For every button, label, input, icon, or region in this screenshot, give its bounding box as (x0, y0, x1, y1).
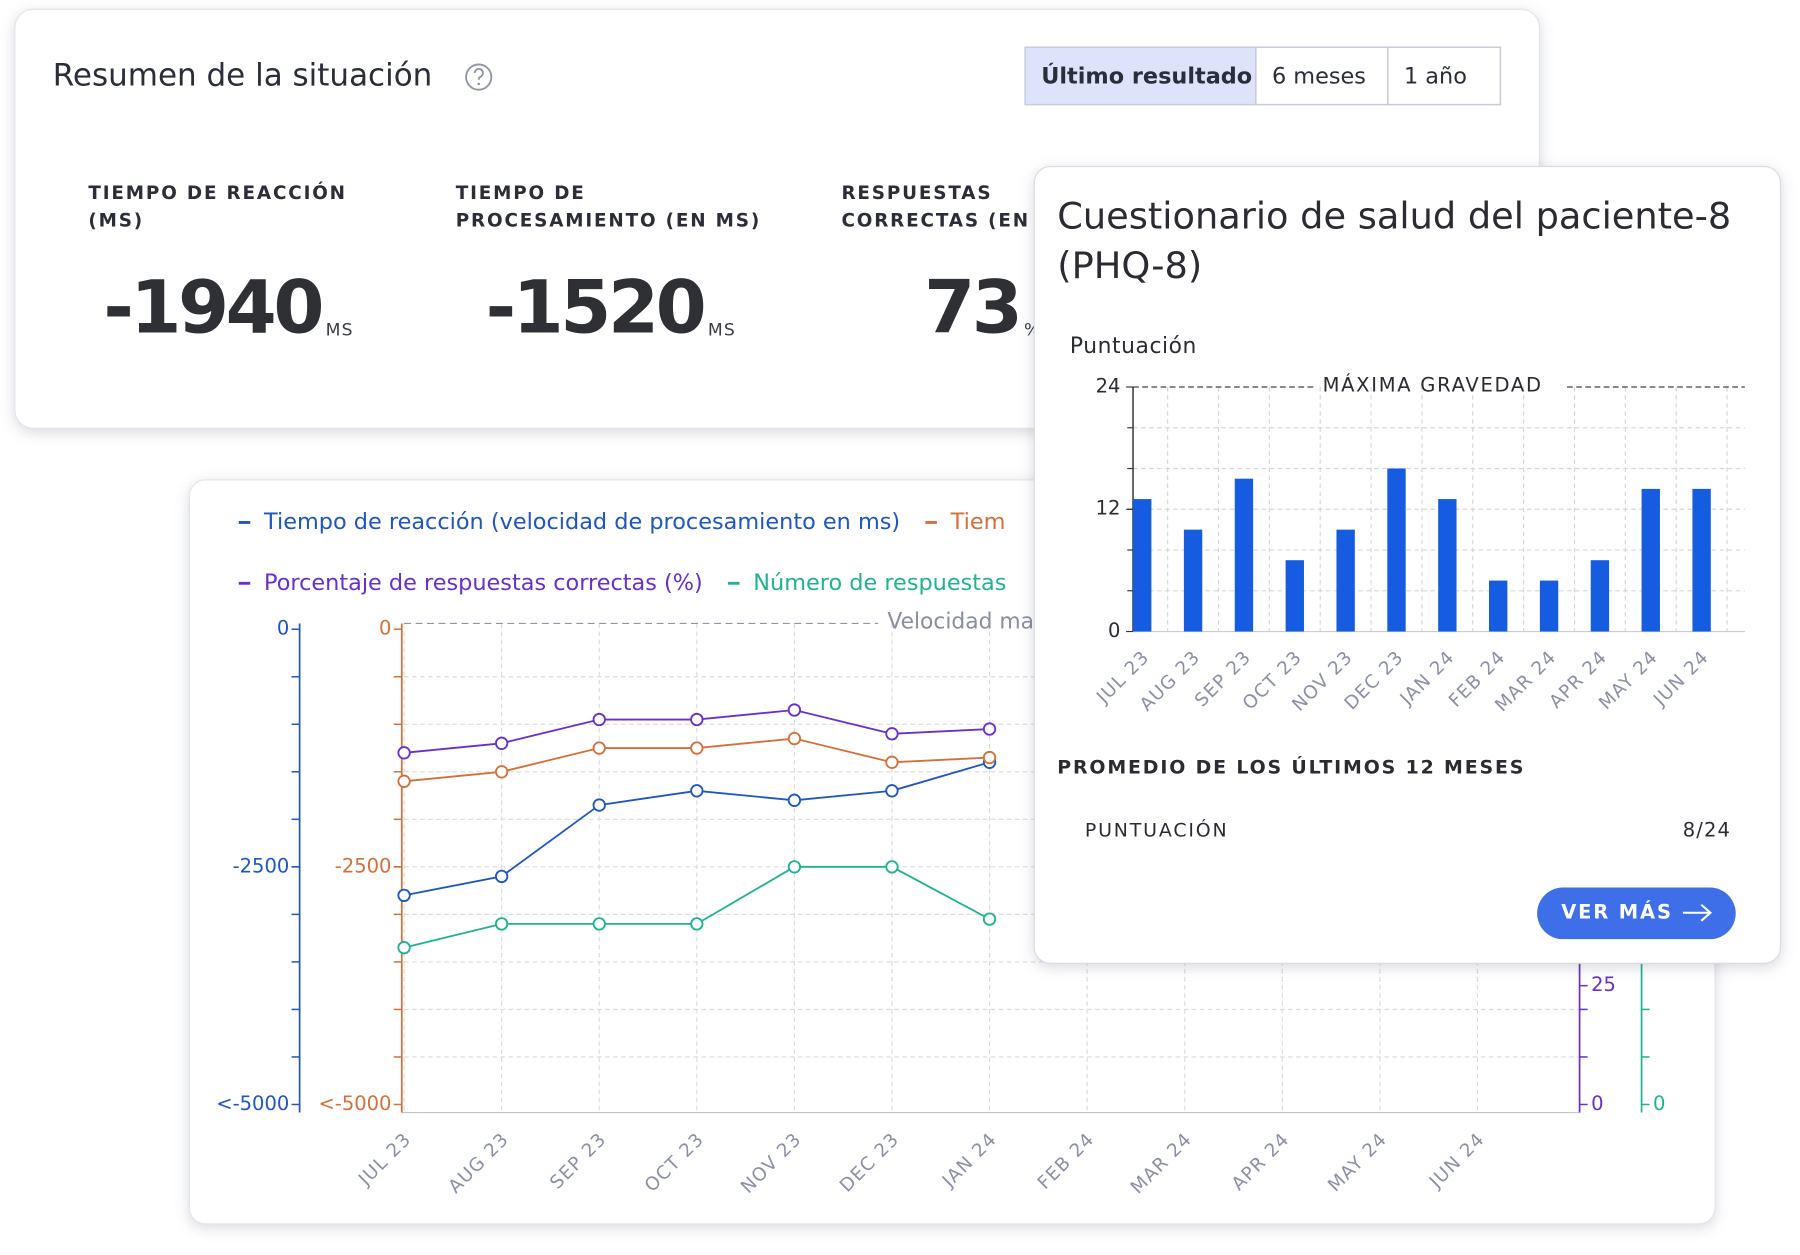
y-tick-label: 0 (1108, 619, 1120, 642)
series-point (592, 798, 606, 812)
y-tick-label: 25 (1591, 973, 1616, 996)
series-point (397, 774, 411, 788)
legend-label: Porcentaje de respuestas correctas (%) (264, 570, 703, 596)
metric-label: RESPUESTAS (841, 183, 992, 204)
y-tick-label: <-5000 (318, 1092, 391, 1115)
legend-label: Tiem (950, 509, 1006, 535)
bar (1438, 499, 1457, 632)
tab[interactable] (1255, 46, 1389, 106)
bar (1387, 468, 1406, 632)
tab-label[interactable]: 6 meses (1272, 64, 1366, 90)
series-point (690, 917, 704, 931)
card-title: (PHQ-8) (1057, 244, 1202, 287)
y-tick-label: 0 (379, 617, 391, 640)
metric-label: (MS) (88, 211, 144, 232)
bar (1489, 580, 1508, 632)
metric-value: -1940 (103, 265, 321, 350)
y-tick-label: <-5000 (216, 1092, 289, 1115)
bar (1692, 488, 1711, 632)
reference-label: Velocidad ma (887, 609, 1034, 634)
tab-label[interactable]: Último resultado (1041, 62, 1252, 90)
phq-card: Cuestionario de salud del paciente-8 (PHQ… (1033, 166, 1782, 964)
series-point (885, 755, 899, 769)
series-point (690, 784, 704, 798)
y-tick-label: 12 (1096, 497, 1121, 520)
bar (1285, 560, 1304, 632)
legend-label: Tiempo de reacción (velocidad de procesa… (263, 509, 900, 535)
series-point (982, 722, 997, 736)
help-dot[interactable] (477, 82, 480, 86)
series-point (592, 917, 606, 931)
series-point (787, 860, 802, 874)
help-icon[interactable] (465, 63, 493, 91)
y-tick-label: -2500 (335, 854, 392, 877)
y-tick-label: 0 (1653, 1092, 1665, 1115)
series-point (982, 912, 997, 926)
series-point (787, 703, 802, 717)
series-point (495, 917, 509, 931)
series-point (592, 712, 606, 727)
series-point (690, 741, 704, 755)
bar (1133, 499, 1152, 632)
series-point (495, 765, 509, 779)
metric-label: TIEMPO DE REACCIÓN (88, 182, 347, 204)
bar (1183, 529, 1203, 632)
summary-card: Resumen de la situación Último resultado… (14, 8, 1540, 429)
legend-label: Número de respuestas (753, 570, 1006, 596)
bar (1336, 529, 1355, 632)
y-tick-label: 0 (1591, 1092, 1603, 1115)
y-axis-title: Puntuación (1070, 334, 1197, 359)
bar (1234, 478, 1254, 632)
bar (1590, 560, 1610, 632)
series-point (885, 860, 899, 874)
see-more-button[interactable]: VER MÁS (1537, 887, 1736, 940)
series-point (495, 869, 509, 884)
metric-unit: MS (708, 321, 736, 341)
series-point (592, 741, 606, 755)
metric-label: CORRECTAS (EN % (841, 211, 1058, 232)
metric-label: TIEMPO DE (456, 183, 586, 204)
metric-unit: MS (326, 321, 354, 341)
bar (1539, 580, 1559, 632)
y-tick-label: 0 (277, 617, 289, 640)
score-value: 8/24 (1683, 819, 1731, 842)
button-arrow[interactable] (1682, 903, 1713, 922)
series-point (787, 793, 802, 807)
series-point (397, 746, 411, 760)
card-background (1033, 166, 1782, 964)
card-title: Cuestionario de salud del paciente-8 (1057, 195, 1731, 238)
y-tick-label: -2500 (233, 854, 290, 877)
metric-value: -1520 (486, 265, 704, 350)
series-point (982, 750, 997, 765)
score-label: PUNTUACIÓN (1085, 818, 1229, 842)
series-point (690, 712, 704, 727)
y-tick-label: 24 (1096, 375, 1121, 398)
metric-label: PROCESAMIENTO (EN MS) (456, 211, 761, 232)
tab[interactable] (1387, 46, 1502, 106)
summary-title: Resumen de la situación (53, 58, 433, 94)
help-glyph[interactable] (473, 67, 484, 80)
button-background[interactable] (1537, 887, 1736, 940)
series-point (495, 736, 509, 750)
series-point (885, 727, 899, 741)
series-point (397, 888, 411, 903)
metric-value: 73 (924, 265, 1019, 350)
section-heading: PROMEDIO DE LOS ÚLTIMOS 12 MESES (1057, 755, 1525, 779)
series-point (787, 731, 802, 746)
help-circle[interactable] (465, 63, 493, 91)
reference-label: MÁXIMA GRAVEDAD (1323, 373, 1543, 396)
tab-label[interactable]: 1 año (1404, 64, 1467, 90)
bar (1641, 488, 1660, 632)
segmented-control[interactable]: Último resultado 6 meses 1 año (1024, 46, 1502, 106)
series-point (397, 940, 411, 955)
series-point (885, 784, 899, 798)
button-label[interactable]: VER MÁS (1561, 900, 1673, 923)
